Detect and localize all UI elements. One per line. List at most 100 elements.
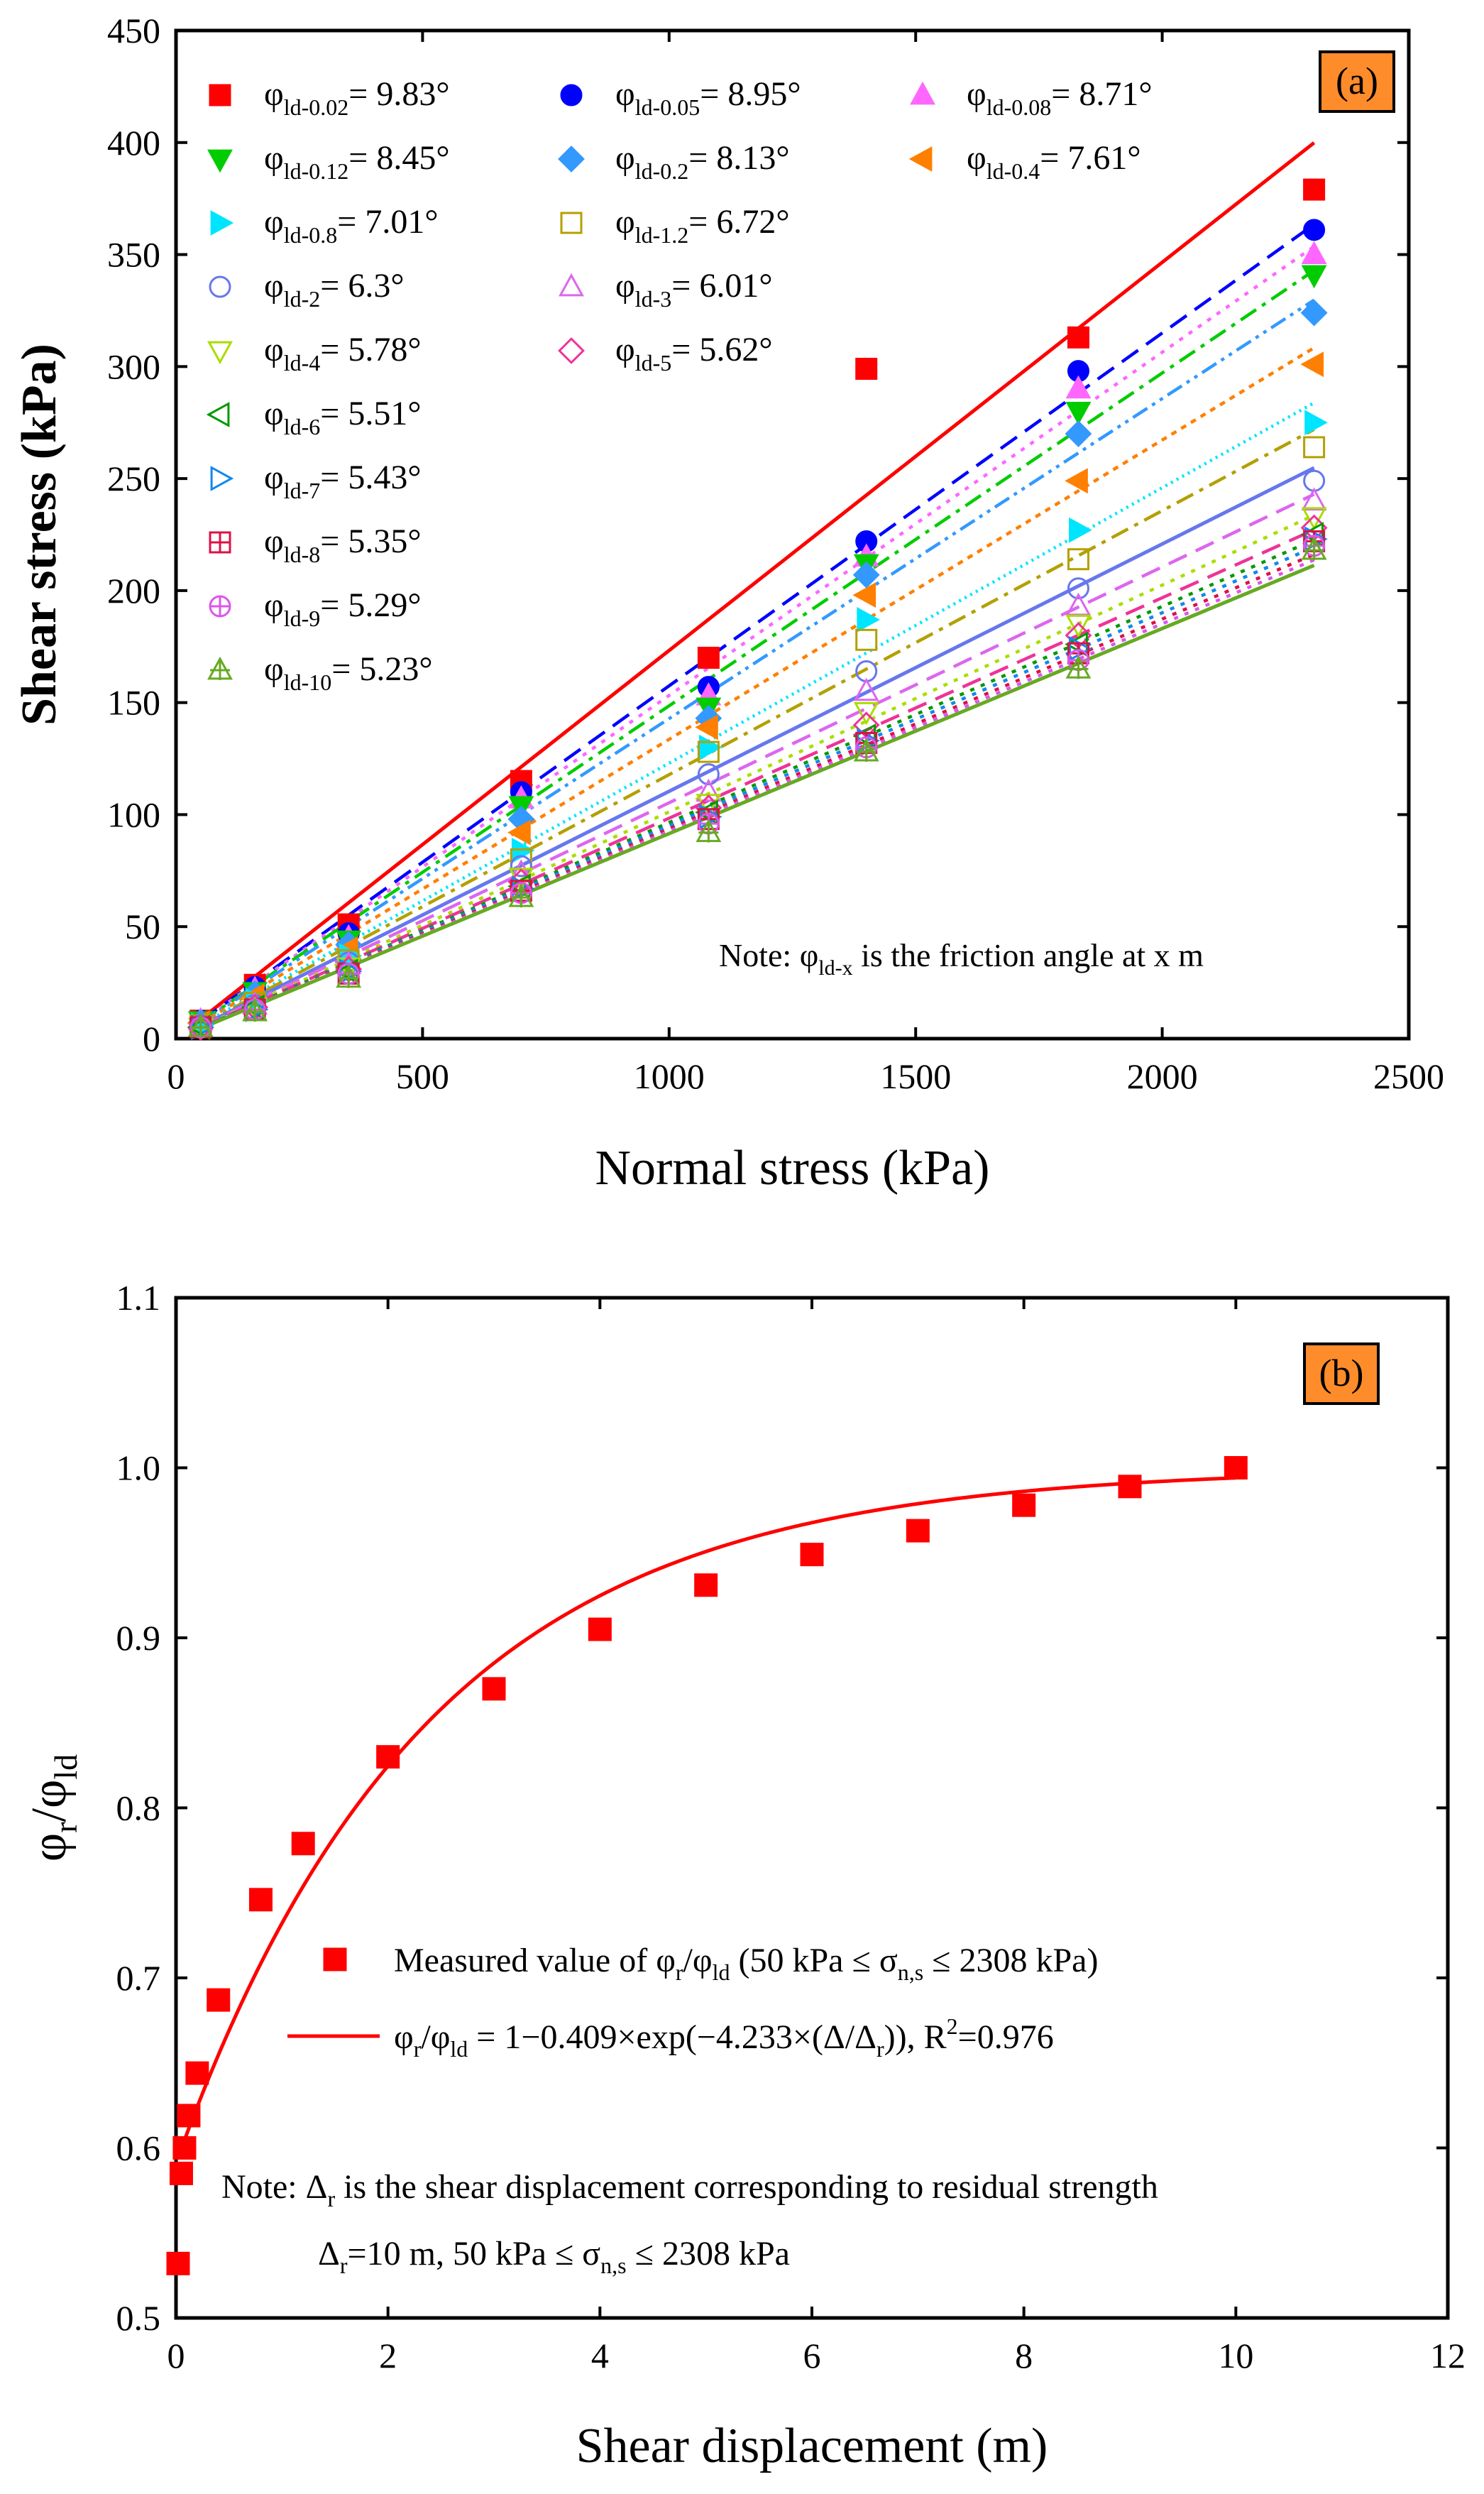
point-ld-4 — [853, 701, 879, 726]
fit-line-ld-0.02 — [199, 141, 1316, 1021]
legend-label: φld-6= 5.51° — [264, 395, 422, 439]
legend-entry-ld-4: φld-4= 5.78° — [207, 331, 422, 376]
note-b-line2: Δr=10 m, 50 kPa ≤ σn,s ≤ 2308 kPa — [318, 2235, 790, 2278]
legend-label: φr/φld = 1−0.409×exp(−4.233×(Δ/Δr)), R2=… — [394, 2013, 1054, 2062]
y-tick-label: 200 — [107, 571, 160, 611]
x-tick-label: 2500 — [1373, 1056, 1444, 1096]
x-tick-label: 500 — [396, 1056, 449, 1096]
legend-entry-ld-5: φld-5= 5.62° — [558, 331, 773, 376]
y-tick-label: 0.5 — [116, 2298, 161, 2338]
point-ld-4 — [1301, 507, 1327, 530]
fit-line-ld-1.2 — [199, 427, 1315, 1027]
y-tick-label: 0.7 — [116, 1958, 161, 1998]
point-ld-0.8 — [857, 606, 880, 633]
legend-marker — [207, 341, 233, 365]
measured-point — [906, 1519, 930, 1543]
y-axis-title-b: φr/φld — [22, 1754, 84, 1861]
fit-line-ld-6 — [199, 538, 1315, 1029]
measured-point — [207, 1988, 231, 2012]
point-ld-0.05 — [1303, 219, 1326, 241]
measured-point — [291, 1832, 315, 1856]
measured-point — [376, 1745, 400, 1769]
y-tick-label: 450 — [107, 11, 160, 50]
y-tick-label: 1.1 — [116, 1278, 161, 1318]
panel-label-box — [1303, 1342, 1380, 1405]
legend-marker — [209, 84, 231, 106]
point-ld-2 — [697, 763, 720, 786]
legend-label: φld-9= 5.29° — [264, 586, 422, 631]
legend-marker — [207, 656, 233, 680]
point-ld-0.4 — [695, 714, 718, 740]
point-ld-0.02 — [1303, 178, 1326, 201]
point-ld-10 — [1065, 655, 1092, 679]
panel-a: φld-0.02= 9.83° φld-0.05= 8.95° φld-0.08= … — [12, 50, 1395, 1196]
x-tick-label: 1500 — [880, 1056, 951, 1096]
y-tick-label: 0 — [143, 1019, 160, 1059]
panel-b-axes: 0 2 4 6 8 10 12 0.5 0.6 0.7 0.8 0.9 1.0 1.1 — [116, 1278, 1466, 2375]
point-ld-0.02 — [855, 357, 878, 380]
point-ld-0.02 — [1067, 326, 1089, 349]
legend-entry-ld-0.08: φld-0.08= 8.71° — [910, 75, 1153, 120]
y-tick-label: 300 — [107, 346, 160, 386]
legend-label: φld-0.4= 7.61° — [967, 139, 1141, 184]
legend-entry-ld-9: φld-9= 5.29° — [209, 586, 422, 631]
note-b-line1: Note: Δr is the shear displacement corre… — [221, 2168, 1158, 2211]
x-tick-label: 0 — [167, 1056, 185, 1096]
legend-marker — [910, 81, 935, 105]
panel-label-a: (a) — [1319, 50, 1395, 113]
legend-marker — [210, 210, 234, 236]
y-tick-label: 0.9 — [116, 1618, 161, 1658]
legend-entry-ld-0.2: φld-0.2= 8.13° — [558, 139, 790, 184]
measured-point — [169, 2161, 193, 2185]
legend-label: φld-8= 5.35° — [264, 523, 422, 567]
x-tick-label: 8 — [1015, 2336, 1033, 2375]
fit-line-ld-7 — [199, 545, 1315, 1030]
legend-marker — [210, 466, 234, 491]
fit-line-ld-0.12 — [199, 269, 1315, 1024]
measured-point — [166, 2251, 190, 2275]
y-tick-label: 1.0 — [116, 1448, 161, 1488]
plot-frame — [174, 28, 1411, 1041]
point-ld-1.2 — [855, 628, 878, 651]
y-axis-title-a: Shear stress (kPa) — [12, 344, 67, 726]
point-ld-0.2 — [1065, 420, 1092, 447]
point-ld-0.8 — [1304, 410, 1328, 436]
x-axis-title-a: Normal stress (kPa) — [595, 1141, 989, 1196]
point-ld-3 — [1301, 487, 1327, 511]
point-ld-0.08 — [1065, 375, 1092, 399]
point-ld-6 — [334, 958, 358, 985]
legend-marker — [908, 146, 933, 172]
fit-line-ld-0.8 — [199, 401, 1315, 1027]
legend-label: φld-0.05= 8.95° — [615, 75, 801, 120]
point-ld-1.2 — [1303, 436, 1326, 459]
y-tick-label: 50 — [125, 907, 160, 946]
legend-entry-ld-0.12: φld-0.12= 8.45° — [207, 139, 450, 184]
point-ld-1.2 — [1067, 548, 1089, 571]
point-ld-0.12 — [1301, 265, 1327, 289]
note-a: Note: φld-x is the friction angle at x m — [719, 937, 1204, 980]
legend-entry-ld-0.8: φld-0.8= 7.01° — [210, 203, 439, 248]
panel-b: Measured value of φr/φld (50 kPa ≤ σn,s … — [22, 1342, 1380, 2473]
point-ld-1.2 — [697, 740, 720, 763]
x-tick-label: 4 — [591, 2336, 609, 2375]
x-axis-title-b: Shear displacement (m) — [576, 2419, 1048, 2473]
x-tick-label: 10 — [1218, 2336, 1253, 2375]
y-tick-label: 400 — [107, 123, 160, 163]
measured-point — [172, 2136, 197, 2160]
legend-label: φld-5= 5.62° — [615, 331, 773, 376]
fit-line-ld-0.05 — [199, 223, 1315, 1022]
fit-line-ld-0.4 — [199, 346, 1315, 1025]
y-tick-label: 150 — [107, 683, 160, 723]
point-ld-10 — [508, 883, 534, 908]
legend-marker — [207, 149, 233, 173]
legend-label: φld-0.2= 8.13° — [615, 139, 790, 184]
legend-marker — [558, 146, 585, 173]
legend-entry-fit: φr/φld = 1−0.409×exp(−4.233×(Δ/Δr)), R2=… — [287, 2013, 1054, 2062]
panel-label-text: (b) — [1319, 1352, 1364, 1394]
legend-marker — [206, 402, 230, 427]
legend-entry-ld-8: φld-8= 5.35° — [209, 523, 422, 567]
fit-line-ld-8 — [199, 552, 1315, 1030]
point-ld-7 — [339, 958, 363, 985]
legend-label: φld-0.12= 8.45° — [264, 139, 450, 184]
